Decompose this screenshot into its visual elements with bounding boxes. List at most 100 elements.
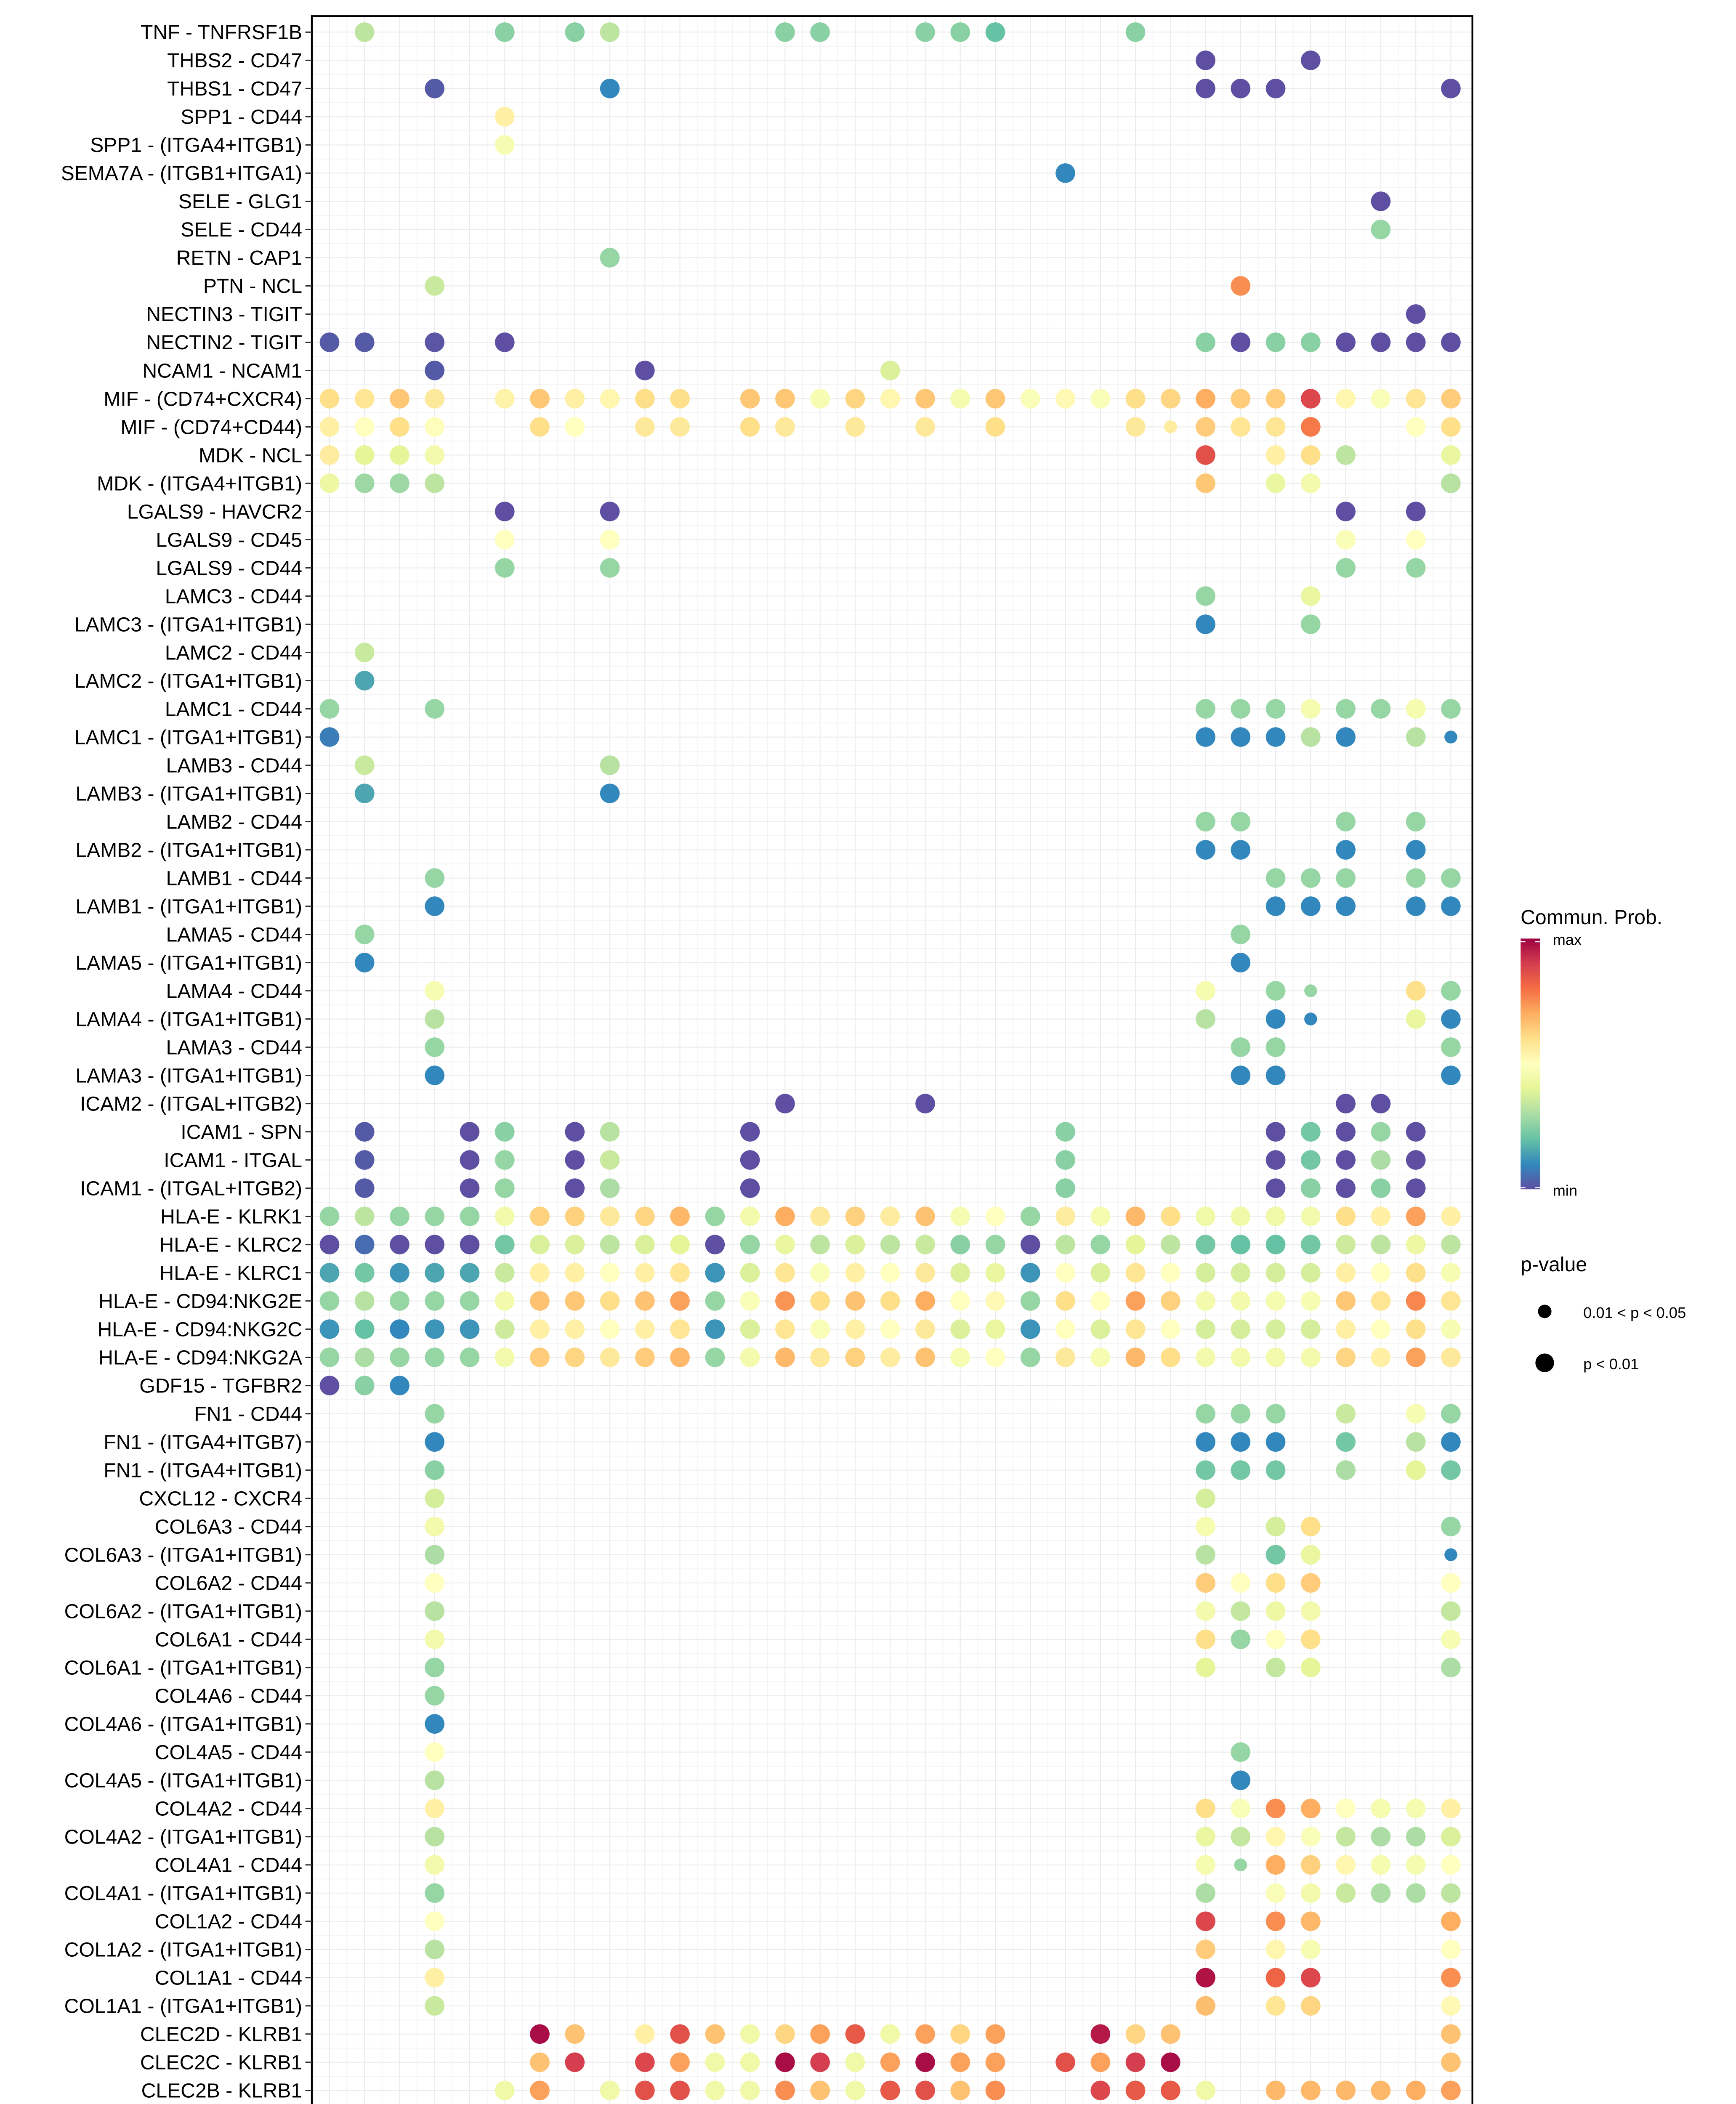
data-point <box>1231 1573 1251 1593</box>
data-point <box>1336 868 1356 888</box>
data-point <box>705 1347 725 1367</box>
data-point <box>1231 727 1251 747</box>
data-point <box>1371 1798 1391 1819</box>
data-point <box>985 1235 1005 1254</box>
data-point <box>775 22 795 42</box>
data-point <box>425 1601 445 1621</box>
data-point <box>1406 1432 1426 1452</box>
data-point <box>354 417 375 437</box>
data-point <box>460 1206 480 1226</box>
data-point <box>1020 1235 1040 1254</box>
data-point <box>1301 1883 1321 1903</box>
data-point <box>1441 417 1461 437</box>
y-tick-label: LAMA4 - CD44 <box>166 980 303 1002</box>
data-point <box>915 1347 935 1367</box>
data-point <box>1125 1319 1146 1339</box>
data-point <box>1336 1347 1356 1367</box>
data-point <box>1371 1291 1391 1311</box>
y-tick-label: SPP1 - CD44 <box>181 106 302 128</box>
data-point <box>1196 1855 1215 1875</box>
data-point <box>1301 1122 1321 1142</box>
data-point <box>635 389 655 409</box>
data-point <box>425 1347 445 1367</box>
data-point <box>1196 727 1215 747</box>
data-point <box>1231 1347 1251 1367</box>
data-point <box>565 1206 585 1226</box>
y-tick-label: HLA-E - CD94:NKG2C <box>97 1318 302 1341</box>
data-point <box>1265 445 1286 465</box>
y-tick-label: COL1A1 - (ITGA1+ITGB1) <box>64 1995 302 2018</box>
data-point <box>530 389 550 409</box>
data-point <box>1231 1065 1251 1085</box>
y-tick-label: LAMB3 - (ITGA1+ITGB1) <box>75 782 302 805</box>
data-point <box>319 1206 340 1226</box>
data-point <box>354 755 375 775</box>
y-tick-label: LGALS9 - CD44 <box>156 557 302 579</box>
data-point <box>354 332 375 352</box>
data-point <box>390 1376 409 1395</box>
data-point <box>915 2080 935 2101</box>
data-point <box>1301 614 1321 634</box>
data-point <box>740 389 760 409</box>
data-point <box>495 389 515 409</box>
y-tick-label: FN1 - (ITGA4+ITGB7) <box>104 1431 302 1453</box>
data-point <box>1090 2024 1111 2044</box>
data-point <box>1371 389 1391 409</box>
data-point <box>1196 586 1215 606</box>
data-point <box>740 1347 760 1367</box>
data-point <box>1265 332 1286 352</box>
data-point <box>1055 1263 1075 1283</box>
data-point <box>740 1291 760 1311</box>
y-tick-label: COL4A2 - (ITGA1+ITGB1) <box>64 1826 302 1849</box>
data-point <box>1196 1263 1215 1283</box>
data-point <box>1055 1319 1075 1339</box>
y-tick-label: COL4A6 - CD44 <box>155 1685 302 1708</box>
data-point <box>1441 2080 1461 2101</box>
pvalue-legend-large-dot <box>1535 1353 1554 1372</box>
data-point <box>565 1291 585 1311</box>
data-point <box>705 2024 725 2044</box>
data-point <box>425 1432 445 1452</box>
data-point <box>460 1122 480 1142</box>
data-point <box>425 389 445 409</box>
y-tick-label: THBS2 - CD47 <box>167 49 302 72</box>
data-point <box>635 361 655 380</box>
data-point <box>1265 1178 1286 1198</box>
data-point <box>845 1263 865 1283</box>
data-point <box>600 502 620 521</box>
data-point <box>425 1009 445 1029</box>
data-point <box>425 79 445 98</box>
y-tick-label: COL6A1 - CD44 <box>155 1628 302 1651</box>
data-point <box>425 1686 445 1706</box>
data-point <box>1196 1460 1215 1480</box>
data-point <box>1231 1770 1251 1791</box>
data-point <box>1231 1742 1251 1762</box>
y-tick-label: MDK - NCL <box>199 444 302 467</box>
data-point <box>1441 981 1461 1001</box>
data-point <box>1336 332 1356 352</box>
data-point <box>880 1235 900 1254</box>
data-point <box>915 2024 935 2044</box>
data-point <box>1406 332 1426 352</box>
data-point <box>1301 586 1321 606</box>
y-tick-label: CLEC2C - KLRB1 <box>140 2051 302 2074</box>
data-point <box>319 1376 340 1395</box>
data-point <box>565 2052 585 2072</box>
data-point <box>915 389 935 409</box>
data-point <box>915 417 935 437</box>
data-point <box>425 868 445 888</box>
data-point <box>775 1094 795 1113</box>
y-tick-label: LGALS9 - CD45 <box>156 529 302 551</box>
data-point <box>1196 1404 1215 1424</box>
data-point <box>354 1178 375 1198</box>
data-point <box>1090 1291 1111 1311</box>
data-point <box>1196 840 1215 860</box>
y-tick-label: TNF - TNFRSF1B <box>141 21 302 44</box>
data-point <box>740 2052 760 2072</box>
data-point <box>1406 2080 1426 2101</box>
data-point <box>1406 417 1426 437</box>
data-point <box>565 417 585 437</box>
data-point <box>354 389 375 409</box>
data-point <box>319 473 340 493</box>
y-tick-label: LAMC2 - (ITGA1+ITGB1) <box>74 669 302 692</box>
